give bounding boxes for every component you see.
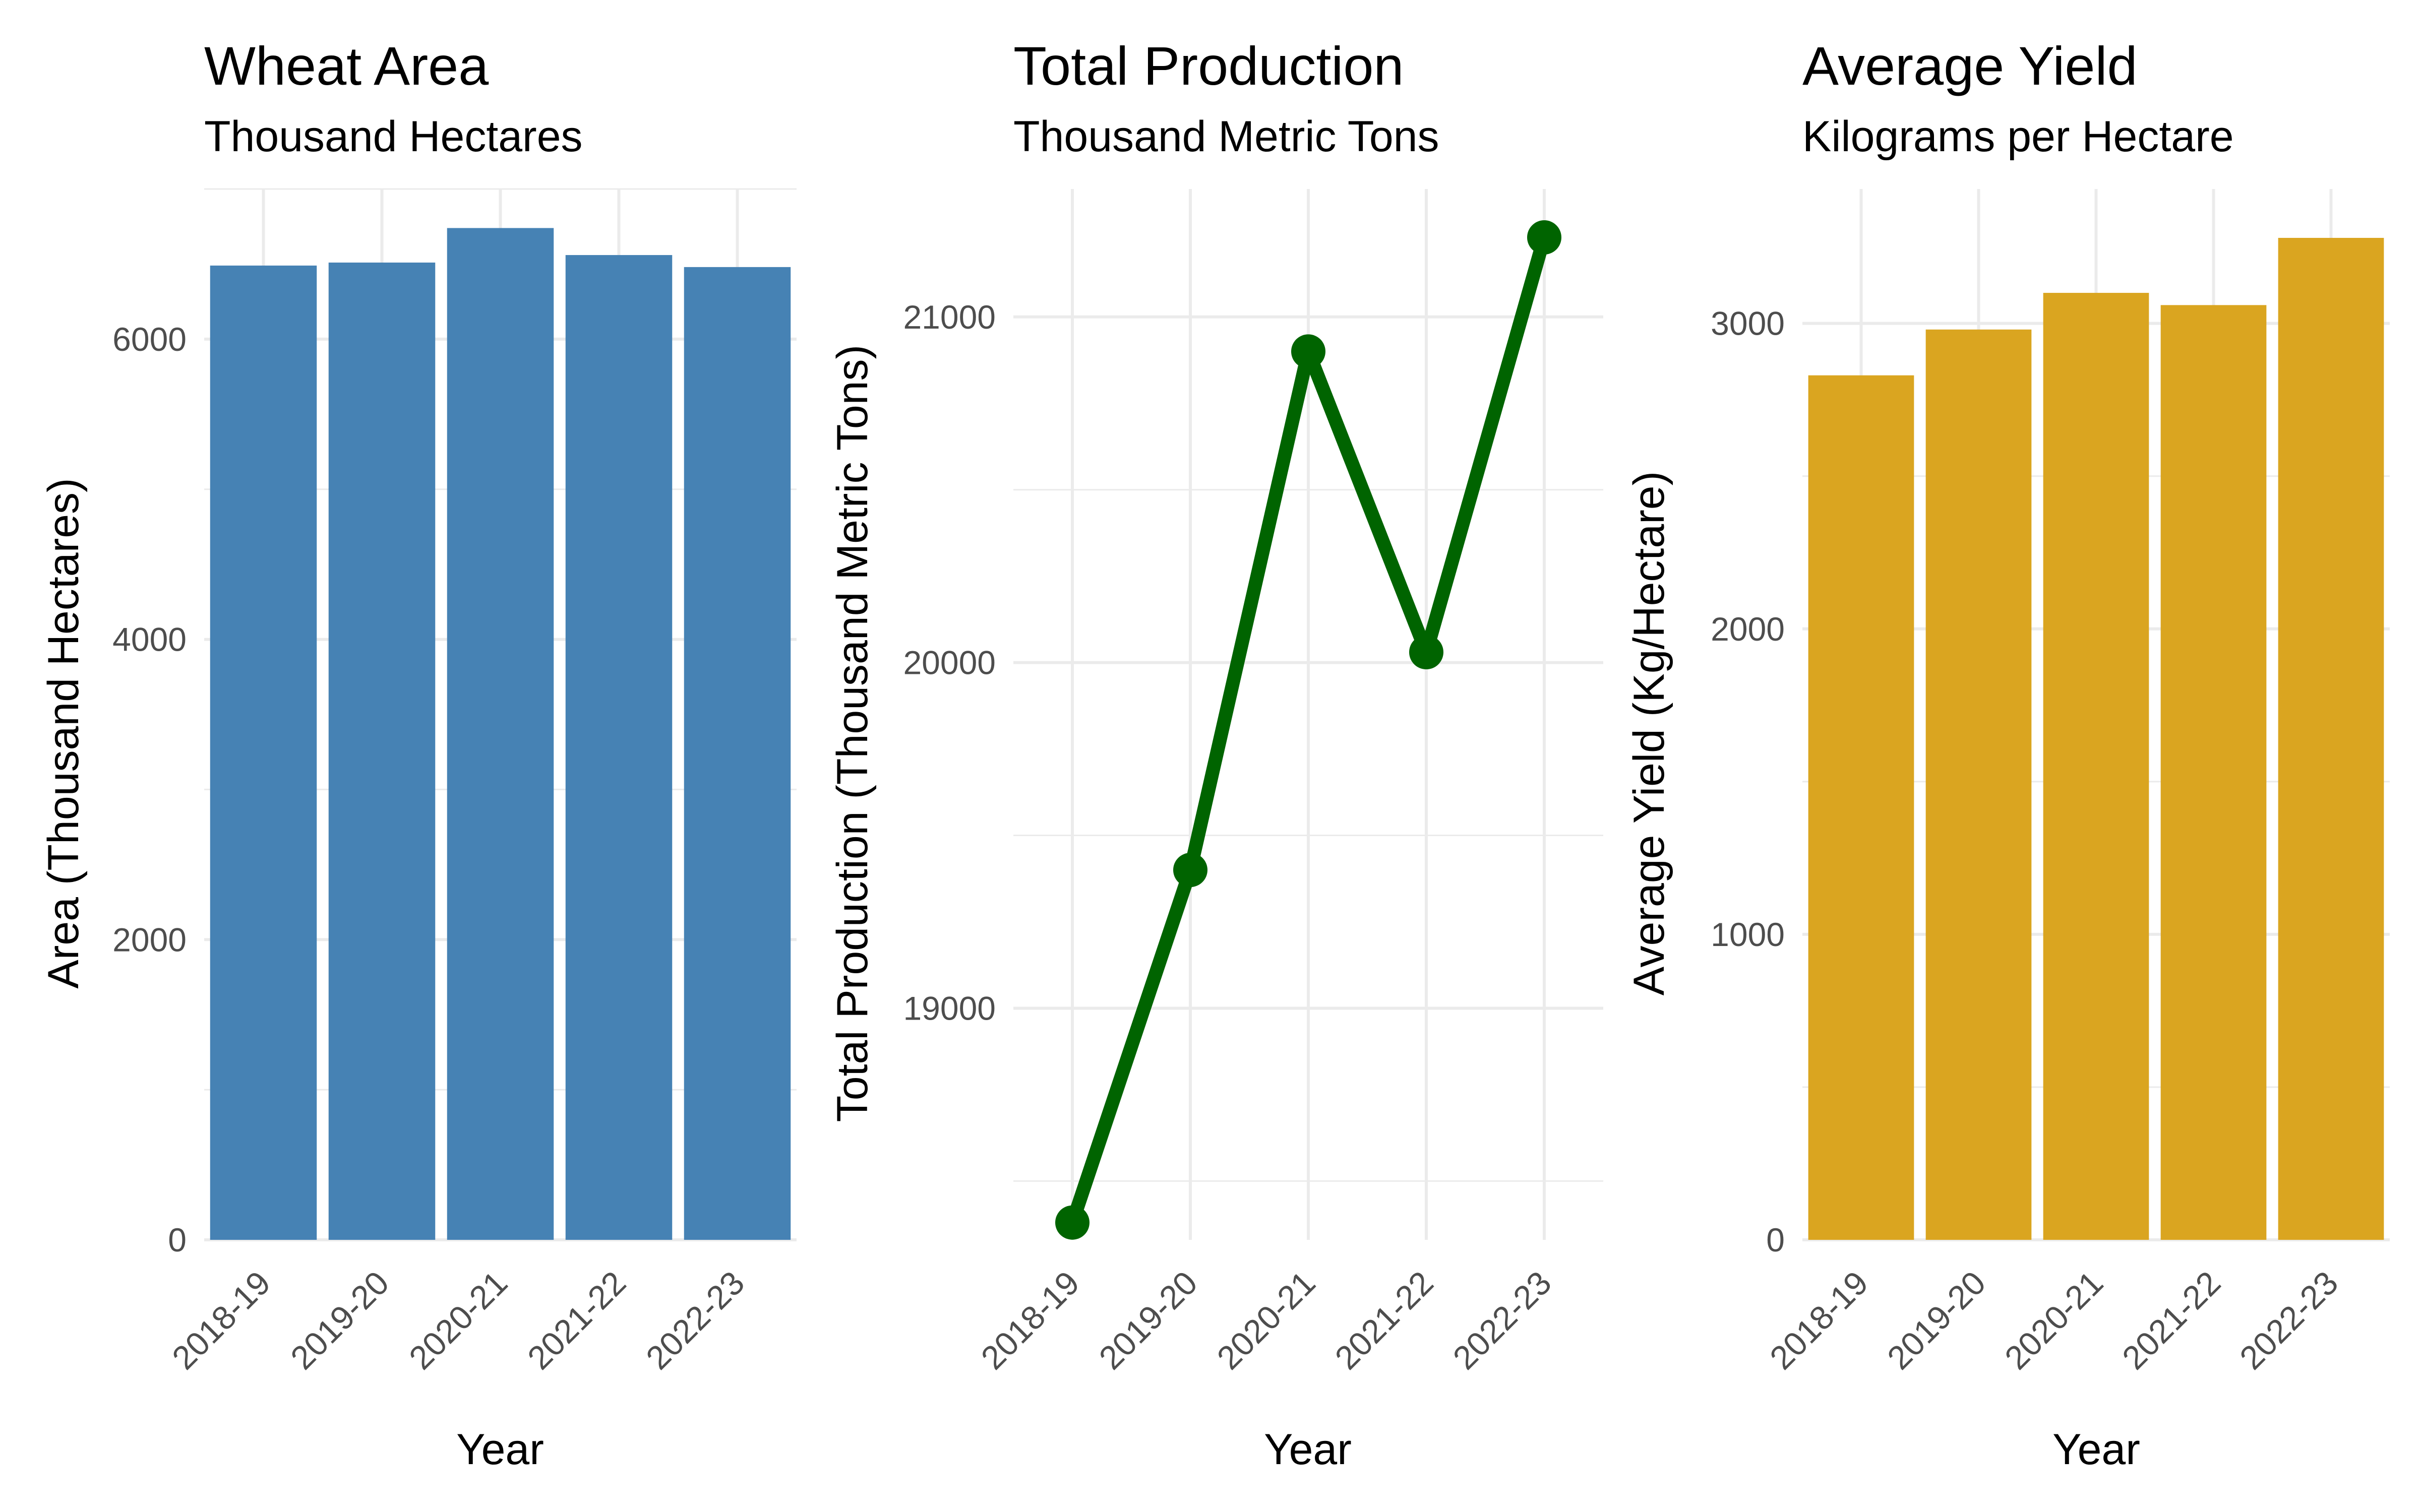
panel-subtitle: Thousand Hectares [204,112,583,161]
panel-wheat-area: Wheat Area Thousand Hectares 0 2000 4000 60… [39,35,797,1474]
x-tick-label: 2022-23 [1445,1264,1558,1377]
y-tick-label: 19000 [903,989,996,1027]
x-axis-title: Year [2052,1425,2140,1474]
y-tick-label: 6000 [112,321,187,358]
x-tick-label: 2020-21 [1209,1264,1322,1377]
panel-subtitle: Thousand Metric Tons [1013,112,1439,161]
x-tick-label: 2021-22 [2115,1264,2228,1377]
y-axis-title: Average Yield (Kg/Hectare) [1625,471,1673,996]
y-tick-label: 2000 [1711,610,1785,648]
y-tick-label: 0 [1766,1221,1785,1258]
bar-2018-19 [210,265,317,1240]
panel-total-production: Total Production Thousand Metric Tons 19… [828,35,1603,1474]
point-2018-19 [1055,1205,1090,1240]
panel-average-yield: Average Yield Kilograms per Hectare 0 100… [1625,35,2390,1474]
x-tick-label: 2022-23 [639,1264,752,1377]
bar-2019-20 [1925,329,2032,1240]
point-2021-22 [1409,635,1443,670]
x-tick-label: 2019-20 [1092,1264,1204,1377]
x-tick-labels: 2018-19 2019-20 2020-21 2021-22 2022-23 [974,1264,1558,1377]
y-tick-label: 3000 [1711,305,1785,342]
bar-2021-22 [565,255,673,1240]
gridlines [1013,189,1603,1240]
bar-2022-23 [2278,237,2384,1240]
line-series [1055,220,1561,1240]
bar-2019-20 [328,262,436,1240]
x-tick-label: 2018-19 [974,1264,1086,1377]
point-2019-20 [1173,853,1207,888]
x-tick-label: 2019-20 [283,1264,396,1377]
panel-title: Wheat Area [204,35,489,96]
y-axis-title: Total Production (Thousand Metric Tons) [828,345,877,1122]
bar-2022-23 [684,267,791,1240]
x-tick-label: 2021-22 [520,1264,633,1377]
x-axis-title: Year [1264,1425,1352,1474]
panel-subtitle: Kilograms per Hectare [1802,112,2234,161]
panel-title: Average Yield [1802,35,2138,96]
bar-2020-21 [447,228,554,1240]
y-tick-labels: 0 1000 2000 3000 [1711,305,1785,1258]
bars [210,228,791,1240]
bar-2021-22 [2160,305,2267,1240]
x-tick-label: 2020-21 [402,1264,515,1377]
y-tick-labels: 19000 20000 21000 [903,298,996,1027]
y-tick-label: 4000 [112,621,187,658]
bar-2018-19 [1808,375,1914,1240]
y-tick-label: 21000 [903,298,996,336]
x-tick-labels: 2018-19 2019-20 2020-21 2021-22 2022-23 [1763,1264,2345,1377]
panel-title: Total Production [1013,35,1404,96]
y-tick-label: 0 [168,1221,187,1258]
x-tick-label: 2020-21 [1998,1264,2110,1377]
y-tick-label: 1000 [1711,916,1785,953]
x-tick-labels: 2018-19 2019-20 2020-21 2021-22 2022-23 [165,1264,752,1377]
x-tick-label: 2018-19 [1763,1264,1876,1377]
bar-2020-21 [2043,293,2149,1240]
y-tick-labels: 0 2000 4000 6000 [112,321,187,1258]
x-axis-title: Year [456,1425,544,1474]
point-2020-21 [1291,334,1325,369]
y-tick-label: 2000 [112,921,187,958]
x-tick-label: 2019-20 [1880,1264,1993,1377]
x-tick-label: 2022-23 [2232,1264,2345,1377]
y-axis-title: Area (Thousand Hectares) [39,478,88,988]
y-tick-label: 20000 [903,644,996,681]
bars [1808,237,2384,1240]
x-tick-label: 2018-19 [165,1264,278,1377]
x-tick-label: 2021-22 [1327,1264,1440,1377]
point-2022-23 [1527,220,1561,255]
